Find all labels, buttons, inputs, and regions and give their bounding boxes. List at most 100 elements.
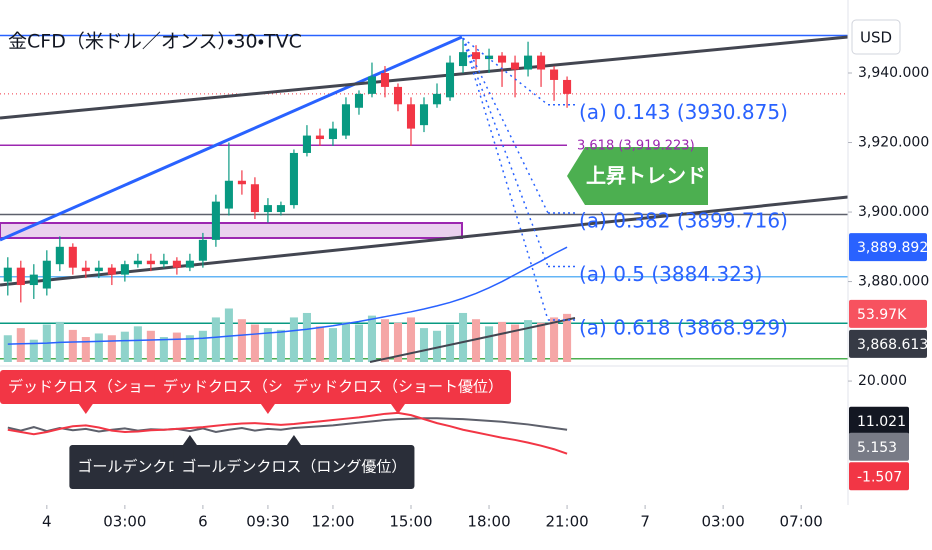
candle-body — [393, 86, 403, 105]
trendline — [369, 317, 576, 363]
volume-bar — [563, 313, 572, 362]
candle-body — [315, 135, 324, 140]
candle-body — [133, 260, 142, 265]
candle-body — [367, 76, 377, 94]
candle-body — [471, 52, 481, 60]
fib-label: (a) 0.143 (3930.875) — [579, 100, 788, 124]
candle-body — [524, 55, 533, 70]
x-tick-label: 07:00 — [780, 513, 823, 531]
candle-body — [68, 246, 77, 268]
y-tick-label: 3,940.000 — [858, 65, 929, 81]
currency-label[interactable]: USD — [860, 29, 892, 47]
candle-body — [498, 55, 507, 63]
x-tick-label: 7 — [640, 513, 650, 531]
axis-layer: 3,940.000 3,920.000 3,900.000 3,880.000 4 03:… — [42, 65, 929, 531]
volume-bar — [133, 326, 142, 362]
annotation-pointer — [286, 435, 301, 445]
volume-bar — [445, 324, 455, 362]
candle-body — [511, 62, 520, 70]
x-tick-label: 18:00 — [467, 513, 510, 531]
candle-body — [458, 52, 468, 67]
x-tick-label: 09:30 — [246, 513, 289, 531]
price-tag-label: -1.507 — [857, 469, 902, 485]
volume-bar — [159, 337, 168, 362]
volume-bar — [432, 330, 442, 362]
zone-box — [0, 222, 463, 239]
annotation: デッドクロス（ショート優位） — [284, 370, 511, 414]
x-tick-label: 21:00 — [545, 513, 588, 531]
price-tag — [849, 406, 909, 435]
trendline — [0, 195, 849, 287]
candle-body — [172, 260, 181, 268]
indicator-line — [7, 417, 568, 433]
volume-bar — [68, 329, 77, 362]
candle-body — [211, 201, 220, 240]
candle-body — [354, 93, 364, 108]
candle-body — [16, 267, 25, 286]
volume-bar — [484, 326, 494, 362]
y-tick-label: 3,880.000 — [858, 274, 929, 290]
volume-bar — [172, 332, 181, 362]
volume-bar — [498, 321, 507, 362]
trendlines — [0, 35, 849, 363]
volume-bar — [211, 317, 220, 362]
volume-bar — [81, 337, 90, 362]
candle-body — [289, 152, 298, 206]
volume-bar — [224, 308, 233, 362]
fib-label: (a) 0.382 (3899.716) — [579, 209, 788, 233]
volume-bar — [354, 324, 364, 362]
candle-body — [380, 73, 390, 87]
candle-body — [198, 239, 207, 261]
volume-bar — [471, 319, 481, 362]
volume-bar — [3, 335, 12, 362]
volume-bar — [250, 324, 259, 362]
chart-title: 金CFD（米ドル／オンス）・30・TVC — [8, 31, 302, 53]
candle-body — [107, 267, 116, 275]
price-tag-label: 3,889.892 — [857, 240, 928, 256]
level-label: 3.618 (3,919.223) — [577, 139, 695, 154]
fib-layer: 3.618 (3,919.223) (a) 0.143 (3930.875) (a)… — [462, 37, 788, 340]
x-tick-label: 15:00 — [389, 513, 432, 531]
currency-box: USD — [851, 19, 901, 55]
annotation-pointer — [78, 404, 93, 414]
candle-body — [120, 264, 129, 275]
volume-bar — [107, 335, 116, 362]
volume-bar — [120, 331, 129, 362]
volume-bar — [94, 333, 103, 362]
volume-bar — [198, 330, 207, 362]
volume-bar — [393, 322, 403, 362]
annotation-label: ゴールデンクロス（ロング優位） — [181, 458, 406, 476]
volume-bar — [380, 319, 390, 362]
volume-bar — [302, 312, 311, 362]
candle-body — [159, 260, 168, 265]
candle-body — [537, 55, 546, 70]
trend-label-text: 上昇トレンド — [586, 164, 706, 188]
candle-body — [563, 79, 572, 94]
trendline — [0, 35, 849, 120]
candle-body — [185, 260, 194, 268]
trend-label: 上昇トレンド — [567, 147, 708, 205]
volume-bar — [524, 320, 533, 362]
volume-bar — [263, 328, 272, 362]
volume-bar — [185, 335, 194, 362]
currency-frame[interactable] — [851, 19, 901, 55]
price-tag — [849, 329, 927, 358]
volume-bar — [276, 329, 285, 362]
candle-body — [445, 62, 455, 98]
volume-bar — [511, 324, 520, 362]
volume-bar — [550, 317, 559, 362]
candle-body — [55, 246, 64, 265]
x-tick-label: 12:00 — [311, 513, 354, 531]
y-tick-label: 20.000 — [858, 373, 907, 389]
y-tick-label: 3,920.000 — [858, 135, 929, 151]
volume-bar — [146, 330, 155, 362]
candle-body — [42, 260, 51, 289]
volume-bar — [419, 328, 429, 362]
volume-bar — [328, 328, 337, 362]
fib-ray — [462, 37, 549, 214]
candle-body — [419, 104, 429, 126]
candle-body — [550, 69, 559, 80]
annotation: ゴールデンクロス（ロング優位） — [173, 435, 415, 489]
